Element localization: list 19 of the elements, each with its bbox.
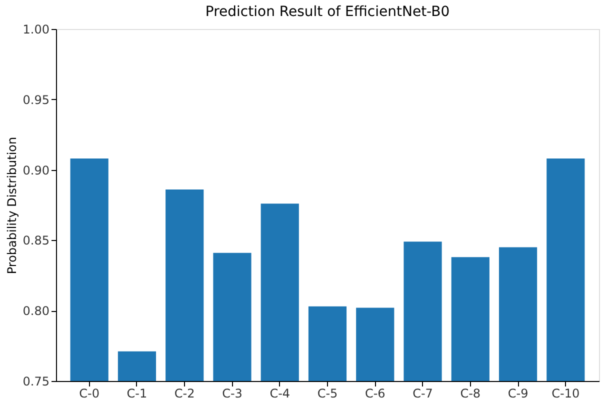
x-tick-label: C-6 [364, 386, 386, 400]
x-tick-label: C-5 [317, 386, 338, 400]
x-tick-label: C-3 [222, 386, 242, 400]
y-axis-title: Probability Distribution [4, 136, 19, 274]
x-tick-label: C-4 [270, 386, 290, 400]
x-tick-label: C-9 [508, 386, 528, 400]
x-tick-label: C-10 [552, 386, 580, 400]
y-tick-label: 1.00 [22, 22, 50, 36]
x-tick-label: C-0 [79, 386, 100, 400]
x-tick-label: C-7 [412, 386, 433, 400]
chart-title: Prediction Result of EfficientNet-B0 [205, 4, 450, 20]
y-tick-label: 0.90 [22, 163, 50, 178]
x-tick-label: C-1 [126, 386, 148, 400]
y-tick-label: 0.80 [22, 304, 50, 318]
y-tick-label: 0.85 [22, 234, 50, 248]
x-tick-label: C-8 [460, 386, 481, 400]
x-tick-label: C-2 [174, 386, 195, 400]
y-tick-label: 0.95 [22, 92, 50, 107]
y-tick-label: 0.75 [22, 374, 50, 388]
